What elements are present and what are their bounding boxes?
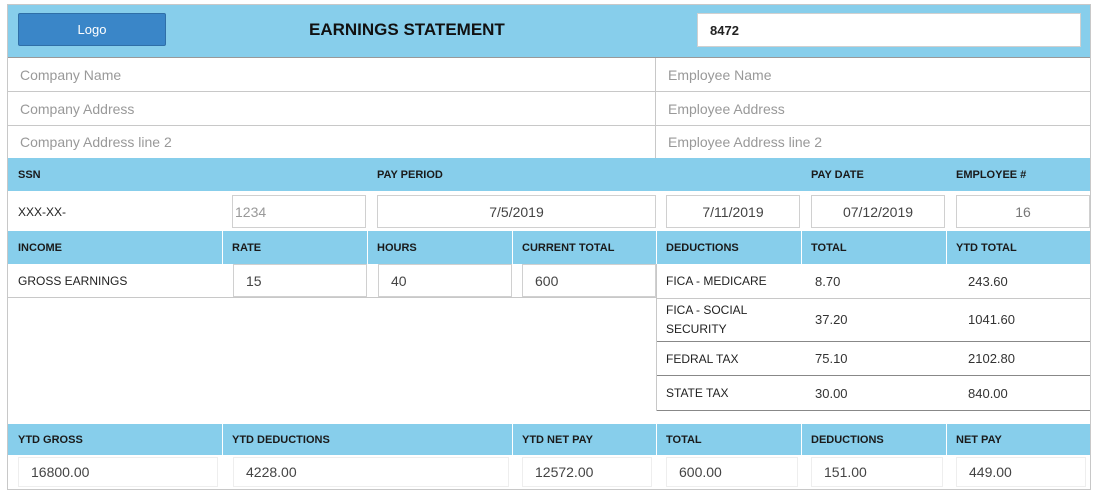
- employee-address2-field[interactable]: Employee Address line 2: [668, 134, 823, 150]
- divider: [656, 410, 1090, 411]
- statement-number-field[interactable]: 8472: [697, 13, 1081, 47]
- ytd-net-pay-header: YTD NET PAY: [522, 433, 593, 446]
- current-total-header: CURRENT TOTAL: [522, 241, 615, 254]
- pay-date-header: PAY DATE: [811, 168, 864, 181]
- deduction-total[interactable]: 37.20: [815, 312, 848, 327]
- net-pay-field[interactable]: 449.00: [956, 457, 1086, 487]
- divider: [512, 424, 513, 455]
- hours-value: 40: [391, 272, 407, 289]
- info-header-band: [8, 158, 1090, 191]
- period-start-field[interactable]: 7/5/2019: [377, 195, 656, 228]
- divider: [655, 58, 656, 158]
- summary-deductions-field[interactable]: 151.00: [811, 457, 943, 487]
- hours-field[interactable]: 40: [378, 264, 512, 297]
- period-start-value: 7/5/2019: [489, 203, 544, 220]
- statement-frame: [7, 4, 1091, 490]
- employee-name-field[interactable]: Employee Name: [668, 67, 772, 83]
- ytd-net-pay-field[interactable]: 12572.00: [522, 457, 652, 487]
- employee-number-header: EMPLOYEE #: [956, 168, 1027, 181]
- rate-value: 15: [246, 272, 262, 289]
- current-total-field[interactable]: 600: [522, 264, 656, 297]
- summary-total-header: TOTAL: [666, 433, 702, 446]
- ytd-net-pay-value: 12572.00: [535, 464, 594, 480]
- pay-date-value: 07/12/2019: [842, 203, 914, 220]
- divider: [656, 424, 657, 455]
- ssn-last4-field[interactable]: 1234: [232, 195, 366, 228]
- pay-period-header: PAY PERIOD: [377, 168, 443, 181]
- ytd-total-header: YTD TOTAL: [956, 241, 1017, 254]
- deductions-header: DEDUCTIONS: [666, 241, 739, 254]
- total-header: TOTAL: [811, 241, 847, 254]
- divider: [367, 231, 368, 264]
- rate-field[interactable]: 15: [233, 264, 367, 297]
- summary-total-value: 600.00: [679, 464, 722, 480]
- divider: [801, 231, 802, 264]
- statement-number-value: 8472: [710, 22, 739, 38]
- summary-total-field[interactable]: 600.00: [666, 457, 798, 487]
- divider: [656, 375, 1090, 376]
- deduction-name: FEDRAL TAX: [666, 351, 739, 366]
- pay-date-field[interactable]: 07/12/2019: [811, 195, 945, 228]
- divider: [656, 264, 657, 411]
- employee-number-value: 16: [1015, 203, 1031, 220]
- divider: [946, 231, 947, 264]
- ssn-last4-value: 1234: [235, 203, 267, 220]
- divider: [8, 91, 1090, 92]
- income-header: INCOME: [18, 241, 62, 254]
- employee-number-field[interactable]: 16: [956, 195, 1090, 228]
- deduction-name: STATE TAX: [666, 385, 729, 400]
- ytd-deductions-field[interactable]: 4228.00: [233, 457, 509, 487]
- divider: [656, 298, 1090, 299]
- employee-address-field[interactable]: Employee Address: [668, 101, 785, 117]
- deduction-total[interactable]: 30.00: [815, 386, 848, 401]
- summary-header-band: [8, 424, 1090, 455]
- divider: [8, 57, 1090, 58]
- net-pay-value: 449.00: [969, 464, 1012, 480]
- ssn-prefix: XXX-XX-: [18, 204, 67, 219]
- divider: [222, 424, 223, 455]
- deduction-ytd[interactable]: 243.60: [968, 274, 1008, 289]
- company-address-field[interactable]: Company Address: [20, 101, 135, 117]
- deduction-name-line1: FICA - SOCIAL: [666, 303, 748, 317]
- divider: [656, 231, 657, 264]
- period-end-value: 7/11/2019: [702, 203, 764, 220]
- divider: [8, 297, 656, 298]
- ytd-gross-header: YTD GROSS: [18, 433, 83, 446]
- hours-header: HOURS: [377, 241, 417, 254]
- ssn-header: SSN: [18, 168, 41, 181]
- ytd-gross-field[interactable]: 16800.00: [18, 457, 218, 487]
- summary-deductions-value: 151.00: [824, 464, 867, 480]
- income-header-band: [8, 231, 1090, 264]
- company-address2-field[interactable]: Company Address line 2: [20, 134, 172, 150]
- deduction-name-line2: SECURITY: [666, 322, 727, 336]
- divider: [801, 424, 802, 455]
- divider: [8, 125, 1090, 126]
- current-total-value: 600: [535, 272, 559, 289]
- net-pay-header: NET PAY: [956, 433, 1002, 446]
- divider: [656, 341, 1090, 342]
- logo-button[interactable]: Logo: [18, 13, 166, 46]
- gross-earnings-label: GROSS EARNINGS: [18, 273, 128, 288]
- divider: [222, 231, 223, 264]
- company-name-field[interactable]: Company Name: [20, 67, 122, 83]
- deduction-name: FICA - SOCIAL SECURITY: [666, 301, 747, 339]
- page-title: EARNINGS STATEMENT: [309, 20, 505, 39]
- ytd-deductions-value: 4228.00: [246, 464, 297, 480]
- deduction-total[interactable]: 8.70: [815, 274, 841, 289]
- rate-header: RATE: [232, 241, 262, 254]
- deduction-ytd[interactable]: 2102.80: [968, 351, 1015, 366]
- period-end-field[interactable]: 7/11/2019: [666, 195, 800, 228]
- summary-deductions-header: DEDUCTIONS: [811, 433, 884, 446]
- deduction-ytd[interactable]: 1041.60: [968, 312, 1015, 327]
- ytd-gross-value: 16800.00: [31, 464, 90, 480]
- deduction-total[interactable]: 75.10: [815, 351, 848, 366]
- deduction-name: FICA - MEDICARE: [666, 273, 767, 288]
- divider: [512, 231, 513, 264]
- logo-label: Logo: [77, 22, 107, 37]
- deduction-ytd[interactable]: 840.00: [968, 386, 1008, 401]
- ytd-deductions-header: YTD DEDUCTIONS: [232, 433, 330, 446]
- divider: [946, 424, 947, 455]
